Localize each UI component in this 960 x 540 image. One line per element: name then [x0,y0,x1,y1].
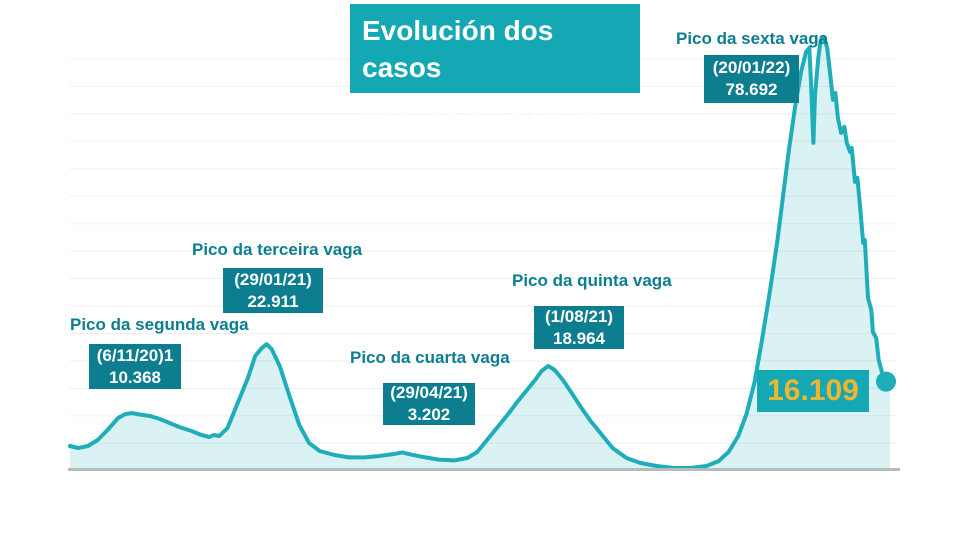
wave-peak-value-box: (29/04/21) 3.202 [383,383,475,425]
wave-peak-value-box: (6/11/20)1 10.368 [89,344,181,389]
wave-peak-label: Pico da segunda vaga [70,315,249,334]
wave-peak-date: (6/11/20)1 [96,345,174,365]
chart-title-line1: Evolución dos casos [362,15,554,83]
wave-peak-date: (1/08/21) [544,306,614,326]
wave-peak-date: (29/04/21) [390,383,468,403]
wave-peak-label: Pico da sexta vaga [676,29,829,48]
latest-point-dot [876,371,896,392]
wave-peak-value-box: (29/01/21) 22.911 [223,268,323,313]
wave-peak-value: 3.202 [407,405,451,424]
area-fill [70,38,890,470]
area-line [68,36,888,470]
wave-peak-label: Pico da quinta vaga [512,271,672,290]
wave-peak-value: 78.692 [725,80,778,99]
wave-peak-date: (29/01/21) [234,269,312,289]
wave-peak-value: 22.911 [247,291,299,311]
wave-peak-label: Pico da cuarta vaga [350,348,510,367]
wave-peak-date: (20/01/22) [712,58,791,78]
wave-peak-value-box: (1/08/21) 18.964 [534,306,624,349]
wave-peak-value: 18.964 [553,328,605,348]
current-value-text: 16.109 [767,374,859,407]
chart-title-line2: activos en Galicia [362,88,599,120]
chart-title: Evolución dos casos activos en Galicia [350,4,640,120]
wave-peak-value-box: (20/01/22) 78.692 [704,55,799,103]
wave-peak-value: 10.368 [109,367,161,387]
current-value-badge: 16.109 [757,370,869,412]
wave-peak-label: Pico da terceira vaga [192,240,363,259]
